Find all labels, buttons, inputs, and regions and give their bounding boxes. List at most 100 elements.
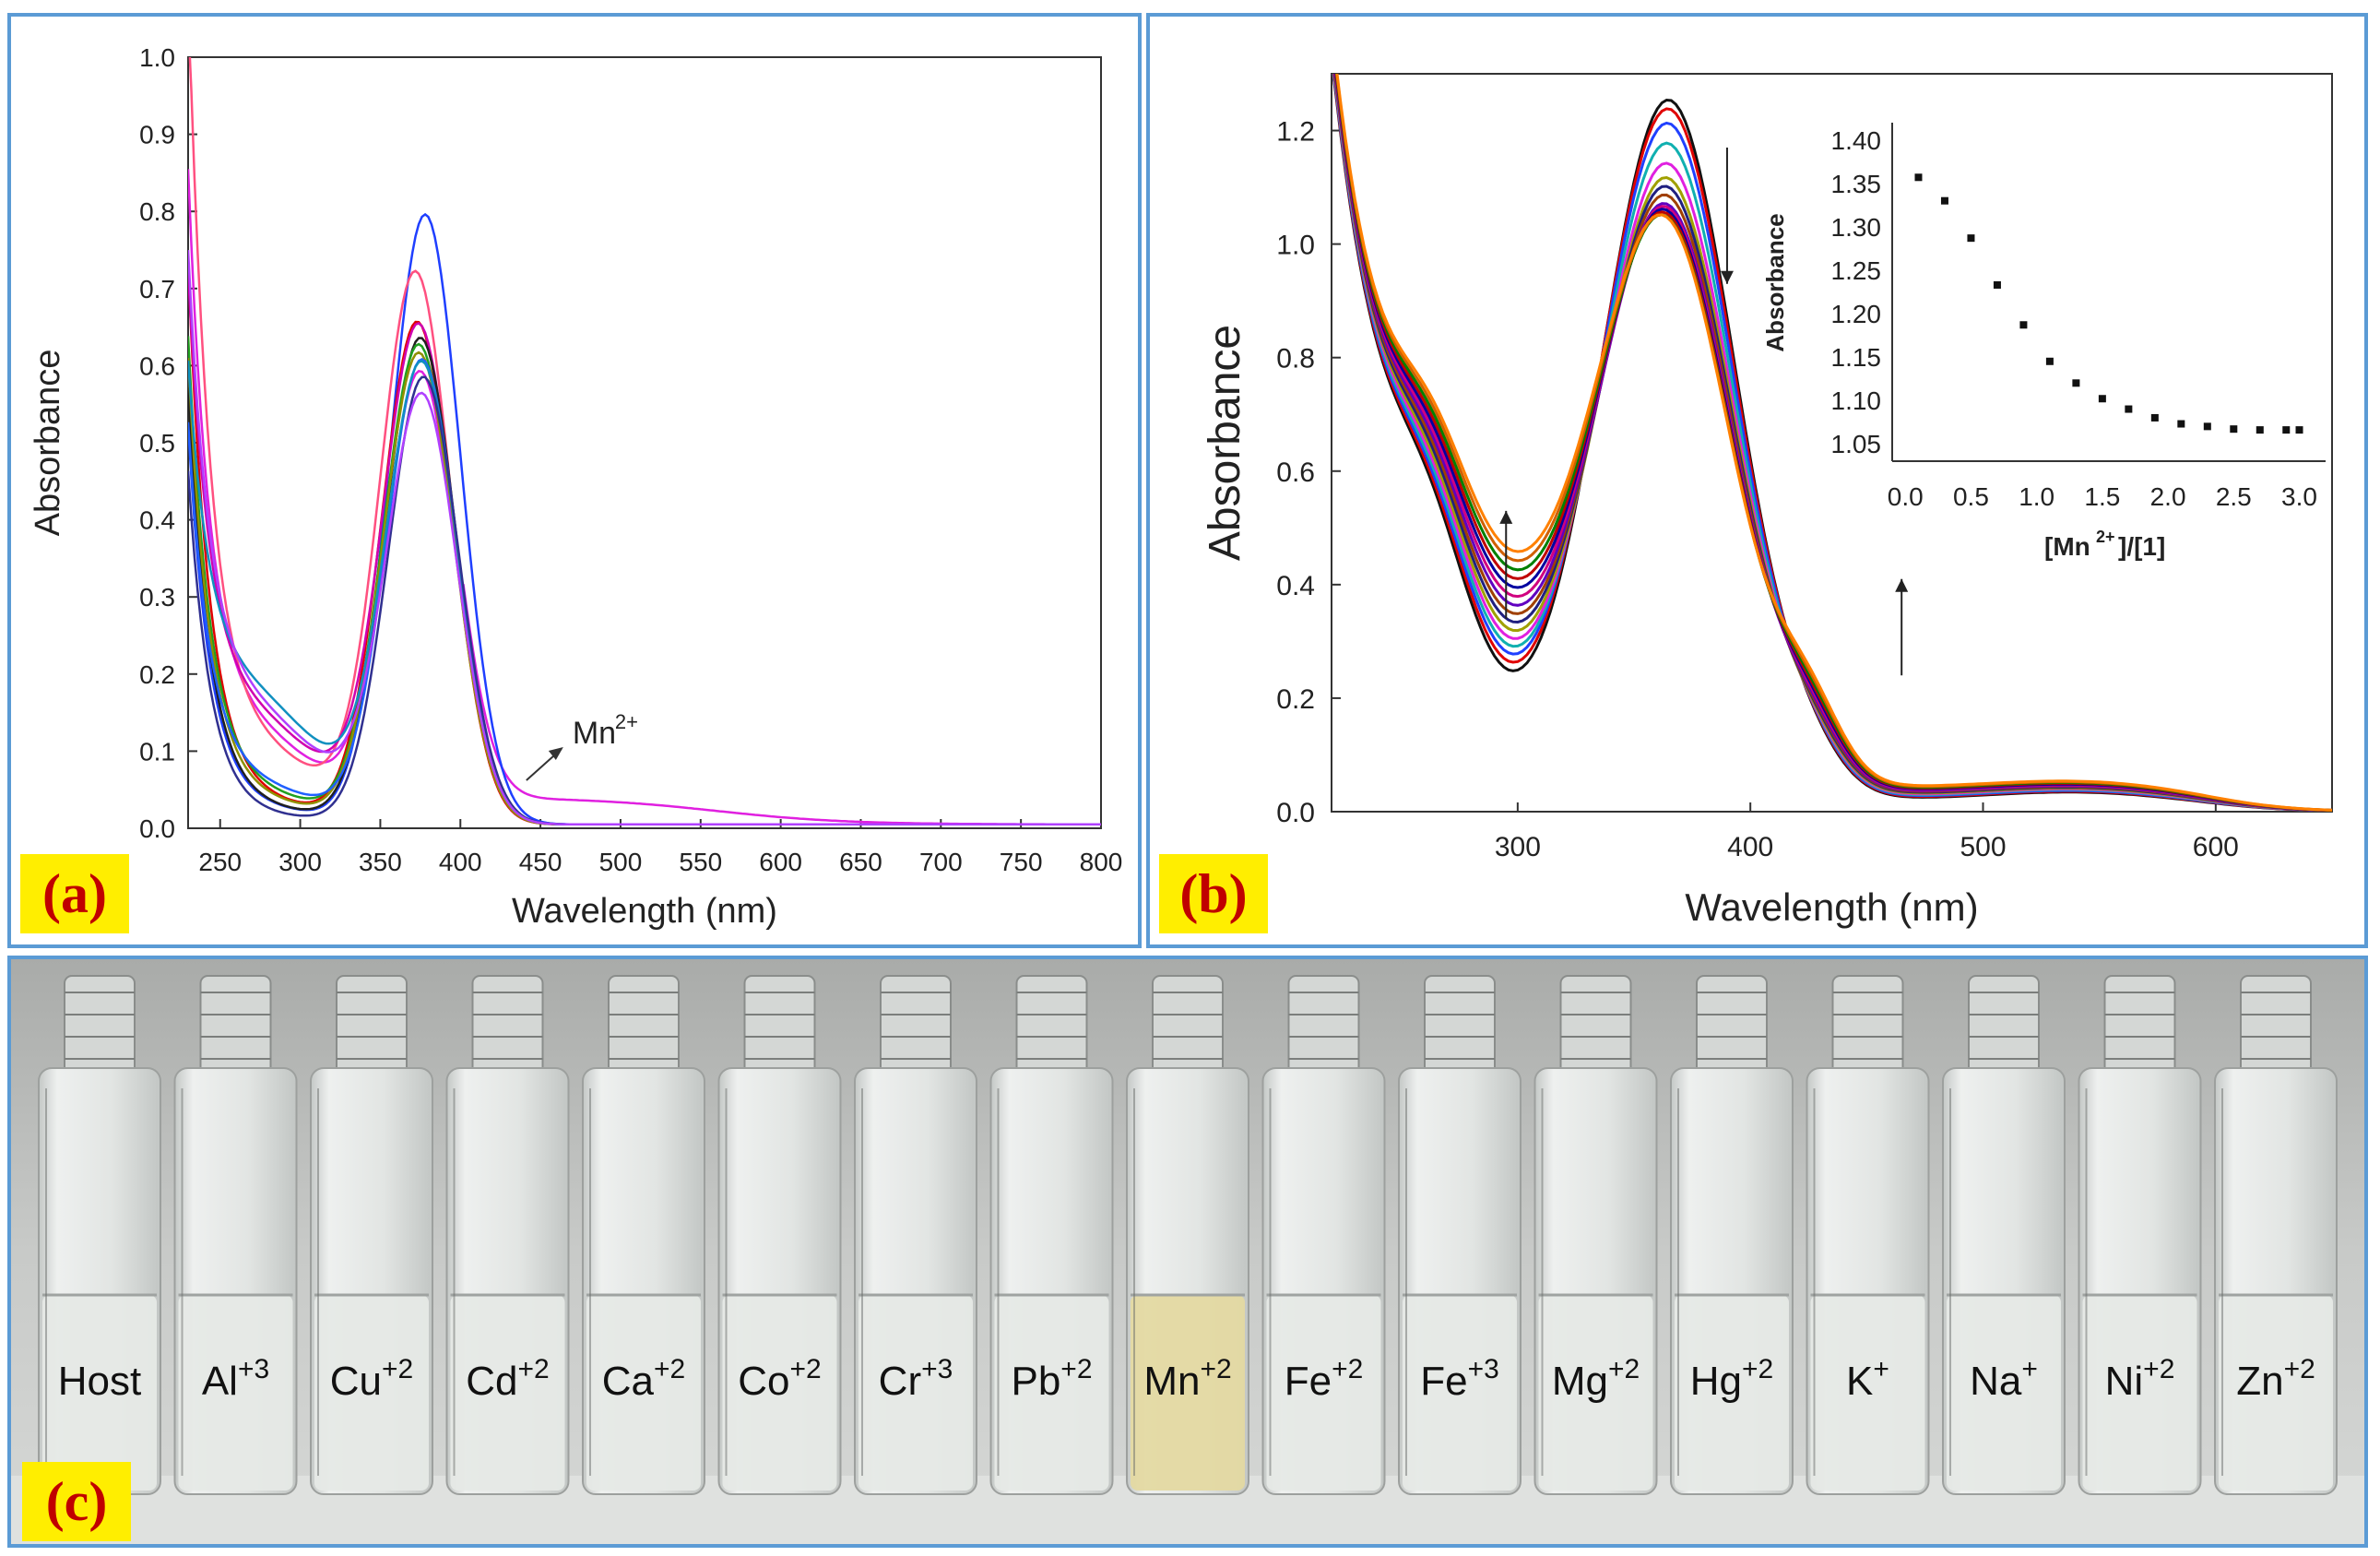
vial-neck xyxy=(743,975,816,1078)
vial-liquid xyxy=(1538,1295,1653,1491)
vial-label-Cr: Cr+3 xyxy=(879,1354,953,1404)
y-tick-label-a: 0.5 xyxy=(139,429,175,457)
vial-16 xyxy=(2214,975,2338,1495)
vial-neck xyxy=(199,975,272,1078)
inset-data-point xyxy=(2019,321,2028,329)
inset-y-tick-label: 1.20 xyxy=(1831,300,1882,328)
vial-charge: +2 xyxy=(1608,1354,1640,1384)
vial-neck xyxy=(1152,975,1224,1078)
panel-c-label: (c) xyxy=(22,1462,131,1541)
inset-data-point xyxy=(1993,280,2001,289)
x-tick-label-a: 250 xyxy=(198,848,242,876)
panel-a-label: (a) xyxy=(20,854,129,933)
vial-charge: +3 xyxy=(1468,1354,1499,1384)
series-line-Mn2+ xyxy=(188,169,1101,826)
plot-frame-a xyxy=(187,56,1102,829)
vial-charge: + xyxy=(1873,1354,1889,1384)
vial-neck xyxy=(471,975,544,1078)
series-line-ion-red xyxy=(188,265,1101,826)
y-tick-label-a: 0.2 xyxy=(139,660,175,689)
x-tick-label-a: 550 xyxy=(679,848,722,876)
inset-data-point xyxy=(1967,234,1975,243)
inset-data-point xyxy=(2230,425,2238,434)
y-tick-label-a: 0.8 xyxy=(139,197,175,226)
inset-data-point xyxy=(2098,395,2106,403)
inset-x-tick-label: 1.0 xyxy=(2019,482,2054,511)
inset-data-point xyxy=(2045,357,2054,365)
inset-data-point xyxy=(2150,413,2159,422)
vial-4 xyxy=(582,975,705,1495)
vial-liquid xyxy=(42,1295,157,1491)
x-tick-label-a: 700 xyxy=(919,848,963,876)
inset-y-tick-label: 1.35 xyxy=(1831,170,1882,198)
inset-y-tick-label: 1.25 xyxy=(1831,256,1882,285)
y-tick-label-a: 0.7 xyxy=(139,275,175,303)
vial-charge: +2 xyxy=(654,1354,685,1384)
inset-x-tick-label: 1.5 xyxy=(2084,482,2120,511)
vial-liquid xyxy=(178,1295,293,1491)
vial-11 xyxy=(1533,975,1658,1495)
vial-liquid xyxy=(586,1295,701,1491)
vial-liquid xyxy=(994,1295,1109,1491)
x-tick-label-b: 300 xyxy=(1495,832,1541,862)
series-line-ion-pink xyxy=(188,57,1101,826)
inset-x-axis-label-sup: 2+ xyxy=(2096,528,2115,546)
vial-7 xyxy=(989,975,1114,1495)
inset-data-point xyxy=(2282,426,2291,434)
x-tick-label-b: 500 xyxy=(1960,832,2006,862)
inset-data-point xyxy=(2295,426,2303,434)
inset-data-point xyxy=(2125,405,2133,413)
annotation-arrowhead-a xyxy=(548,747,563,761)
series-line-ion-olive xyxy=(188,350,1101,826)
x-tick-label-a: 400 xyxy=(439,848,482,876)
series-line-ion-magenta xyxy=(188,271,1101,826)
y-tick-label-a: 0.0 xyxy=(139,814,175,843)
arrow-up-300-head xyxy=(1499,510,1513,524)
inset-y-tick-label: 1.10 xyxy=(1831,386,1882,415)
vial-5 xyxy=(717,975,842,1495)
plot-frame-b xyxy=(1331,73,2333,813)
vial-liquid xyxy=(450,1295,565,1491)
series-line-ion-cyan xyxy=(188,359,1101,826)
inset-y-tick-label: 1.15 xyxy=(1831,343,1882,372)
series-line-ion-blue2 xyxy=(188,358,1101,826)
vial-liquid xyxy=(1131,1295,1245,1491)
vial-13 xyxy=(1806,975,1930,1495)
inset-data-point xyxy=(2072,379,2080,387)
vials-photo: Host Al+3 Cu+2 Cd+2 Ca+2 Co+2 Cr+3 Pb+2 Mn+2 Fe+2… xyxy=(11,959,2364,1544)
y-tick-label-a: 0.4 xyxy=(139,506,175,535)
vial-liquid xyxy=(1266,1295,1381,1491)
inset-x-tick-label: 2.5 xyxy=(2216,482,2252,511)
vial-charge: +2 xyxy=(1742,1354,1773,1384)
arrow-up-470-head xyxy=(1895,578,1909,592)
inset-x-tick-label: 2.0 xyxy=(2150,482,2186,511)
vial-charge: +3 xyxy=(238,1354,269,1384)
vial-liquid xyxy=(1810,1295,1925,1491)
vial-neck xyxy=(2103,975,2176,1078)
vial-neck xyxy=(64,975,136,1078)
vial-charge: +2 xyxy=(518,1354,550,1384)
vial-neck xyxy=(880,975,952,1078)
vial-neck xyxy=(1968,975,2040,1078)
x-tick-label-b: 400 xyxy=(1727,832,1773,862)
vial-neck xyxy=(1015,975,1088,1078)
inset-y-axis-label: Absorbance xyxy=(1761,213,1789,351)
y-tick-label-b: 1.0 xyxy=(1276,231,1315,261)
inset-data-point xyxy=(1940,196,1948,205)
x-tick-label-a: 600 xyxy=(759,848,802,876)
inset-data-point xyxy=(2256,426,2264,434)
vial-charge: + xyxy=(2021,1354,2038,1384)
y-tick-label-a: 0.3 xyxy=(139,583,175,612)
x-tick-label-a: 450 xyxy=(519,848,562,876)
inset-y-tick-label: 1.05 xyxy=(1831,430,1882,458)
panel-a: 250 300 350 400 450 500 550 600 650 700 750 800 0.0 0… xyxy=(7,13,1142,948)
vial-charge: +2 xyxy=(1200,1354,1231,1384)
x-tick-label-a: 300 xyxy=(278,848,322,876)
chart-a: 250 300 350 400 450 500 550 600 650 700 750 800 0.0 0… xyxy=(29,43,1122,931)
inset-data-point xyxy=(2177,420,2185,428)
inset-x-tick-label: 3.0 xyxy=(2281,482,2317,511)
y-tick-label-a: 0.6 xyxy=(139,351,175,380)
y-tick-label-b: 0.8 xyxy=(1276,344,1315,374)
vial-3 xyxy=(445,975,570,1495)
vial-charge: +3 xyxy=(921,1354,953,1384)
